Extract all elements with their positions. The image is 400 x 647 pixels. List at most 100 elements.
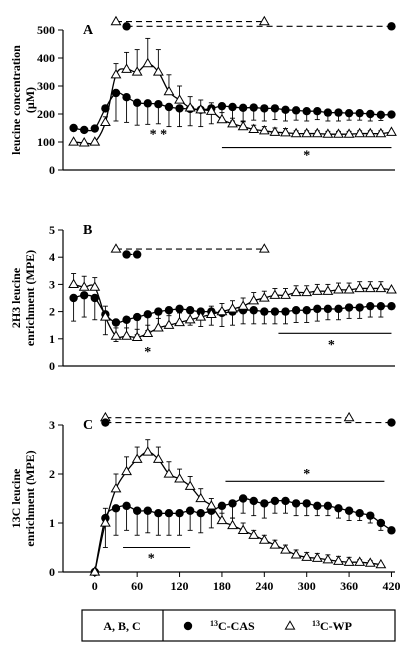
data-point <box>323 108 333 117</box>
data-point <box>354 556 366 566</box>
legend-entry-superscript: 13 <box>312 619 320 628</box>
data-point <box>291 306 301 315</box>
data-point <box>301 551 313 561</box>
data-point <box>258 534 270 544</box>
x-tick-label: 300 <box>298 579 316 593</box>
data-point <box>110 482 122 493</box>
data-point <box>364 557 376 567</box>
data-point <box>89 566 101 576</box>
data-point <box>142 446 154 456</box>
y-axis-label: (μM) <box>23 87 37 113</box>
y-tick-label: 3 <box>49 277 55 291</box>
x-tick-label: 0 <box>92 579 98 593</box>
data-point <box>195 103 207 114</box>
data-point <box>237 300 249 310</box>
data-point <box>110 68 122 79</box>
y-tick-label: 0 <box>49 565 55 579</box>
data-point <box>290 549 302 559</box>
data-point <box>343 556 355 566</box>
data-point <box>154 307 163 316</box>
data-point <box>152 322 164 332</box>
data-point <box>301 286 313 297</box>
data-point <box>69 293 78 303</box>
range-end-marker <box>122 250 131 259</box>
significance-asterisk: * <box>303 467 310 482</box>
data-point <box>175 304 184 314</box>
data-point <box>196 509 205 518</box>
data-point <box>249 306 258 315</box>
y-axis-label: 2H3 leucine <box>9 267 23 328</box>
y-tick-label: 200 <box>37 107 55 121</box>
data-point <box>238 494 248 503</box>
data-point <box>142 327 154 337</box>
data-point <box>364 127 376 138</box>
data-point <box>68 136 80 146</box>
data-point <box>387 301 396 311</box>
data-point <box>311 285 323 295</box>
data-point <box>269 539 281 549</box>
data-point <box>185 506 195 515</box>
significance-asterisk: * * <box>150 128 168 143</box>
data-point <box>269 289 281 299</box>
significance-asterisk: * <box>303 149 310 164</box>
data-point <box>366 301 375 311</box>
y-tick-label: 2 <box>49 467 55 481</box>
data-point <box>131 331 143 342</box>
data-point <box>227 519 238 530</box>
data-point <box>333 128 344 138</box>
data-point <box>205 105 217 115</box>
data-point <box>99 517 111 527</box>
range-end-marker <box>132 250 142 259</box>
range-end-marker <box>110 15 122 26</box>
data-point <box>322 128 334 138</box>
data-point <box>205 500 217 510</box>
data-point <box>344 108 354 118</box>
chart-panel-b: 0 1 2 3 4 5 B 2H3 leucine enrichment (MPE) * * <box>9 223 397 373</box>
data-point <box>249 103 258 112</box>
series-line <box>94 451 381 573</box>
data-point <box>386 126 397 136</box>
data-point <box>227 117 238 128</box>
data-point <box>175 104 184 113</box>
data-point <box>366 109 375 119</box>
chart-panel-c: 0 1 2 3 0 60 120 180 240 300 360 420 C 13C leucine enr… <box>9 411 400 593</box>
data-point <box>313 501 322 511</box>
x-tick-label: 60 <box>131 579 143 593</box>
data-point <box>376 110 386 120</box>
data-point <box>248 294 260 305</box>
y-axis-label: enrichment (MPE) <box>23 450 37 546</box>
data-point <box>142 57 154 68</box>
data-point <box>121 465 132 476</box>
data-point <box>79 125 89 135</box>
data-point <box>355 108 364 118</box>
significance-asterisk: * <box>328 338 335 353</box>
data-point <box>152 66 164 76</box>
data-point <box>90 293 99 303</box>
data-point <box>386 284 397 294</box>
y-tick-label: 0 <box>49 359 55 373</box>
data-point <box>101 104 110 113</box>
data-point <box>387 526 396 535</box>
data-point <box>280 289 291 299</box>
data-point <box>163 319 175 329</box>
data-point <box>291 499 301 508</box>
range-end-marker <box>101 418 110 427</box>
data-point <box>99 311 111 321</box>
data-point <box>122 501 131 511</box>
x-tick-label: 420 <box>382 579 400 593</box>
range-end-marker <box>122 22 131 31</box>
y-tick-label: 500 <box>37 23 55 37</box>
data-point <box>376 301 386 311</box>
data-point <box>280 126 291 137</box>
legend-entry-superscript: 13 <box>210 619 218 628</box>
y-tick-label: 0 <box>49 163 55 177</box>
data-point <box>132 312 142 322</box>
data-point <box>205 308 217 318</box>
range-end-marker <box>258 243 270 253</box>
data-point <box>164 509 174 518</box>
data-point <box>228 499 237 508</box>
data-point <box>258 124 270 135</box>
data-point <box>68 278 80 289</box>
range-end-marker <box>343 411 355 422</box>
data-point <box>237 524 249 534</box>
